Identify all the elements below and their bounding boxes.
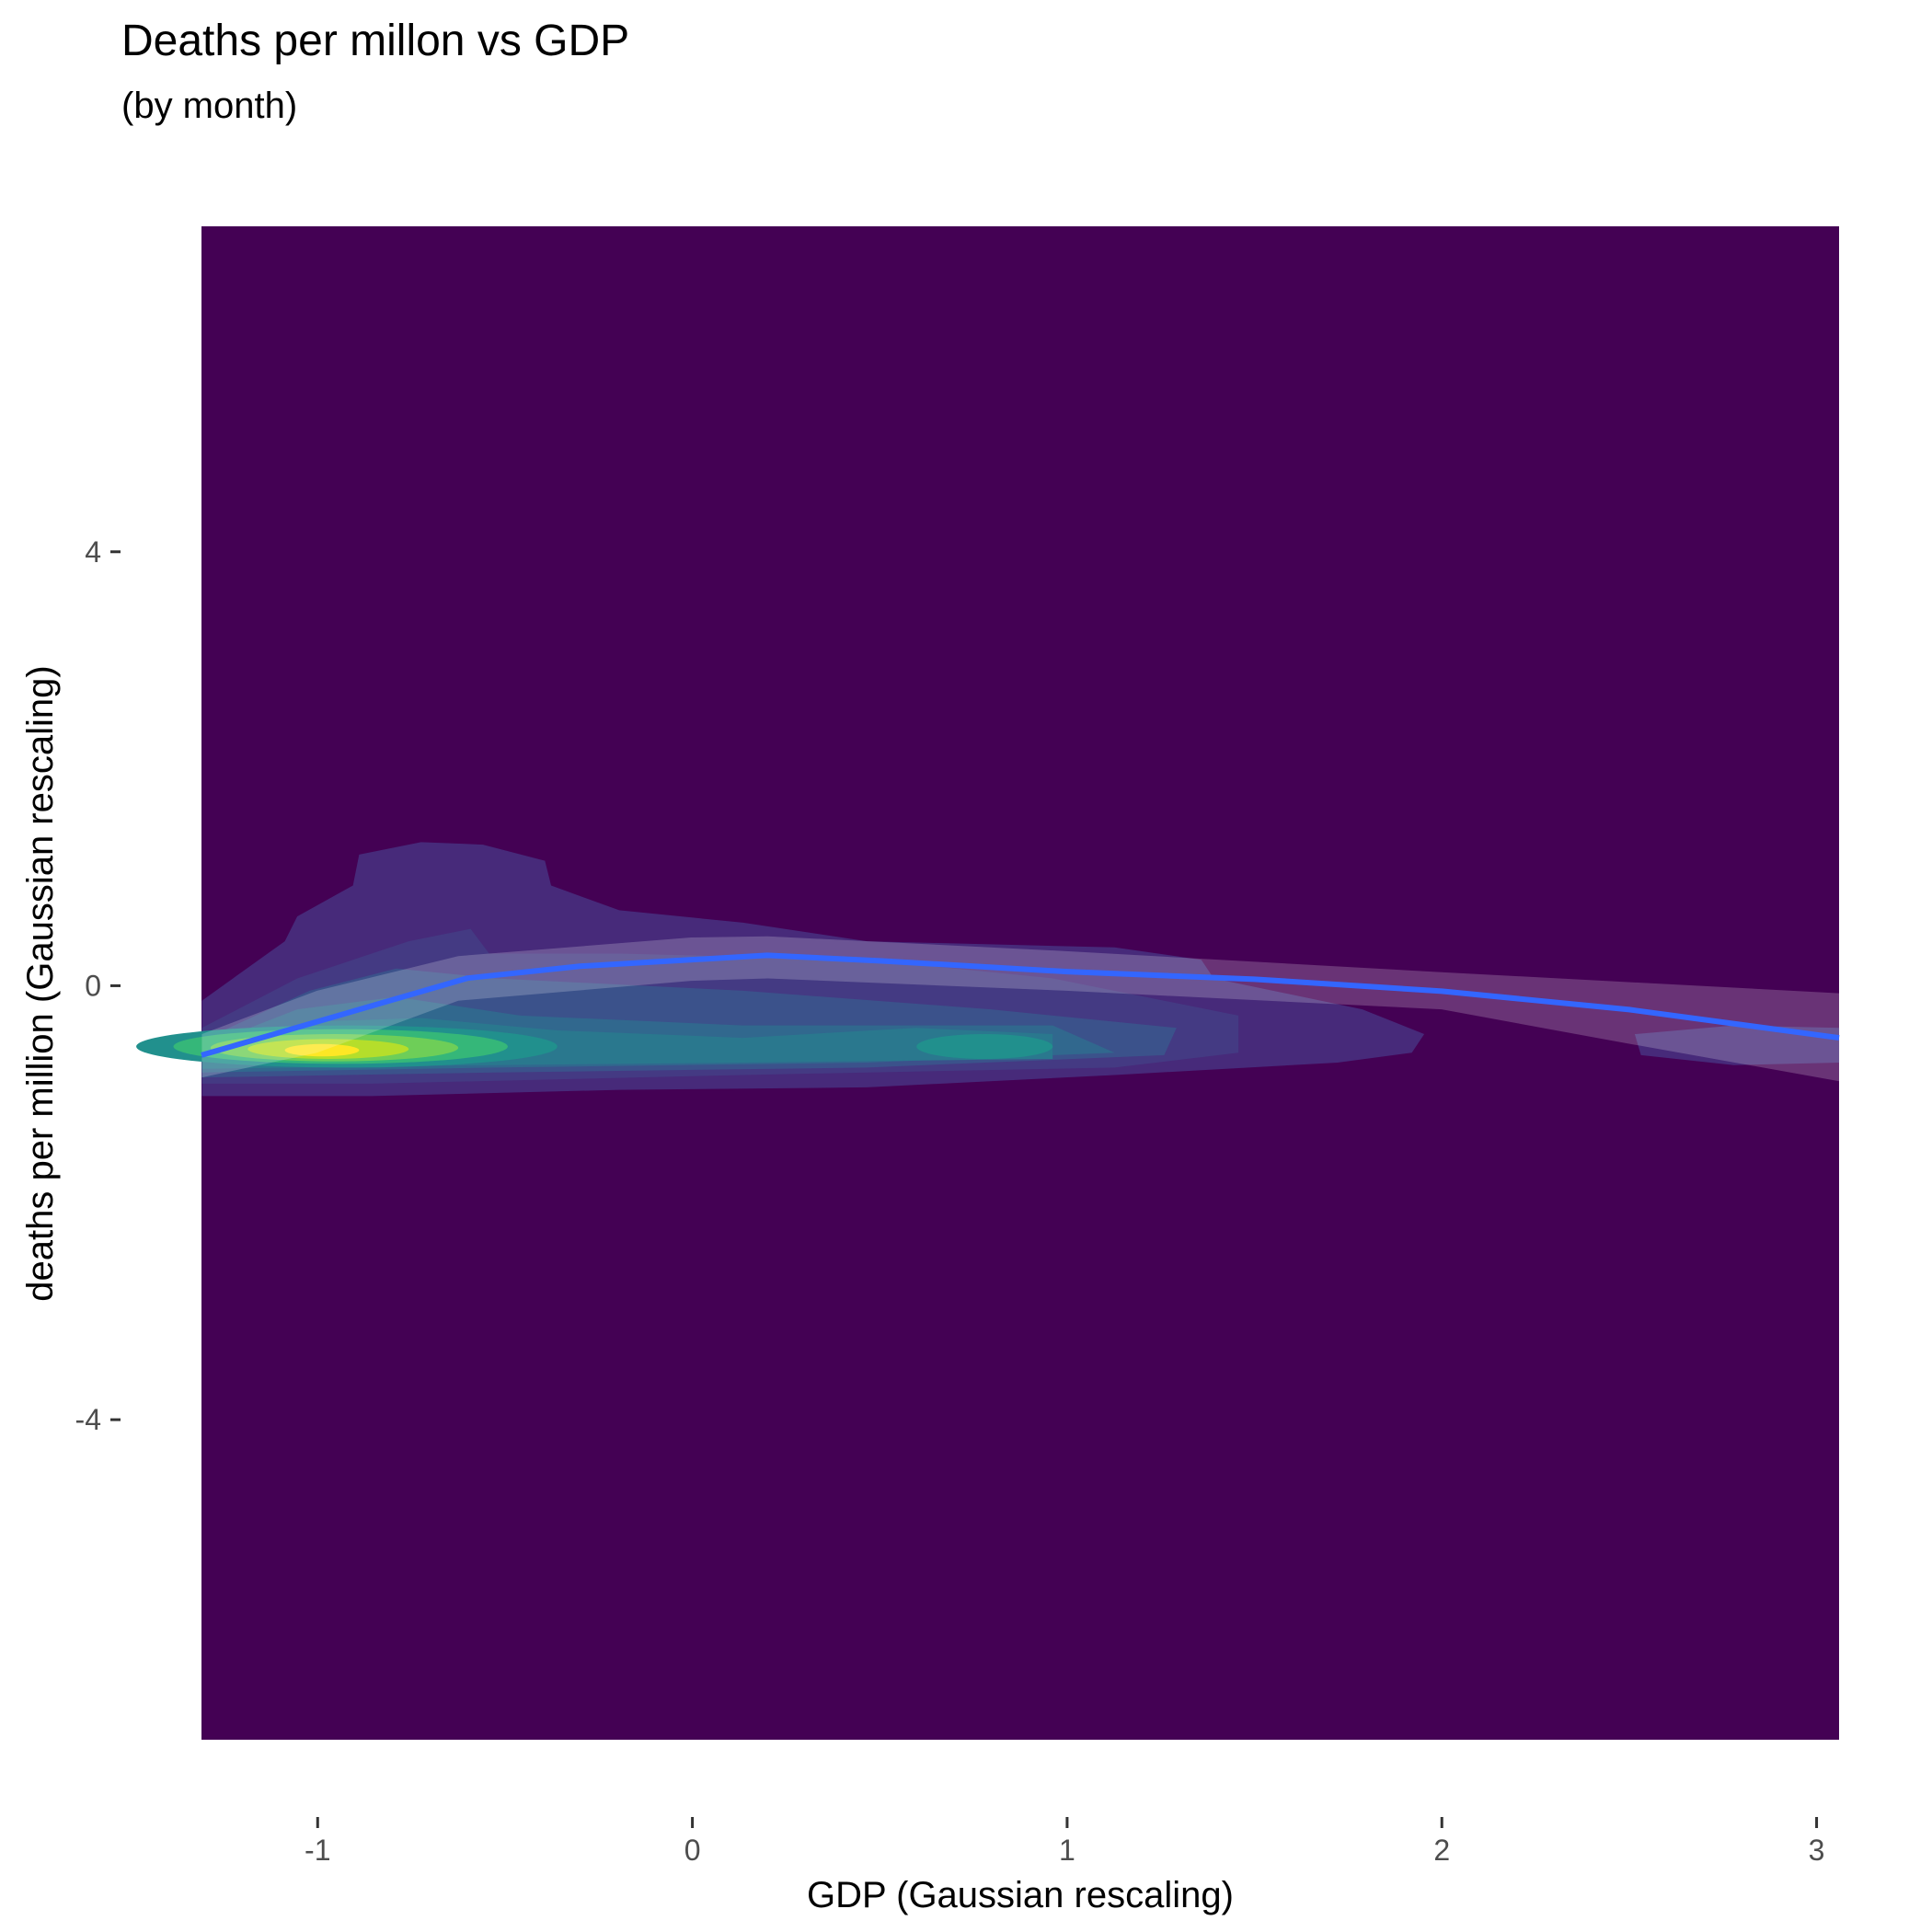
density-contours [136,842,1840,1097]
x-tick-label: 2 [1433,1834,1450,1867]
x-tick-label: -1 [305,1834,330,1867]
smooth-line [201,952,1840,1058]
y-tick-label: 4 [85,535,101,569]
x-axis-title: GDP (Gaussian rescaling) [807,1875,1234,1915]
chart-title: Deaths per millon vs GDP [121,17,629,65]
y-axis-title: deaths per million (Gaussian rescaling) [20,665,61,1301]
chart-subtitle: (by month) [121,86,297,126]
y-tick-label: -4 [75,1403,101,1436]
x-tick-label: 1 [1059,1834,1075,1867]
x-tick-label: 0 [684,1834,701,1867]
x-tick-label: 3 [1809,1834,1825,1867]
y-tick-label: 0 [85,969,101,1002]
